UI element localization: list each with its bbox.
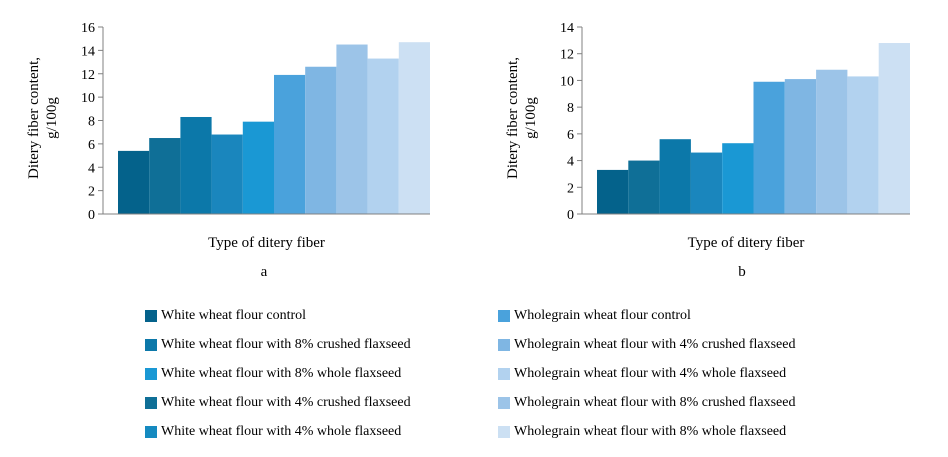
bar bbox=[398, 42, 430, 214]
legend-swatch bbox=[145, 339, 157, 351]
legend-label: Wholegrain wheat flour with 8% whole fla… bbox=[514, 424, 787, 439]
legend-label: Wholegrain wheat flour control bbox=[514, 308, 691, 323]
bar bbox=[118, 150, 150, 214]
legend-swatch bbox=[498, 310, 510, 322]
legend-item: White wheat flour control bbox=[145, 306, 306, 326]
y-tick-label: 12 bbox=[81, 68, 95, 83]
bar bbox=[211, 134, 243, 214]
legend-label: White wheat flour with 4% crushed flaxse… bbox=[161, 395, 411, 410]
y-tick-label: 14 bbox=[560, 21, 574, 36]
bar bbox=[784, 79, 817, 214]
x-axis-label: Type of ditery fiber bbox=[208, 235, 325, 251]
bar bbox=[180, 116, 212, 214]
y-tick-label: 8 bbox=[88, 115, 95, 130]
bar bbox=[274, 74, 306, 214]
legend-item: Wholegrain wheat flour with 8% crushed f… bbox=[498, 393, 795, 413]
legend-label: White wheat flour control bbox=[161, 308, 307, 323]
panel-label: a bbox=[261, 264, 268, 280]
bar bbox=[242, 121, 274, 214]
legend-label: Wholegrain wheat flour with 4% crushed f… bbox=[514, 337, 796, 352]
y-tick-label: 6 bbox=[567, 128, 574, 143]
y-tick-label: 4 bbox=[567, 155, 574, 170]
chart-a: 0 2 4 6 8 10 12 14 16 Ditery fiber content, g/100g… bbox=[26, 21, 430, 280]
y-tick-label: 10 bbox=[560, 74, 574, 89]
legend-label: White wheat flour with 8% whole flaxseed bbox=[161, 366, 402, 381]
y-tick-label: 2 bbox=[88, 185, 95, 200]
bar bbox=[878, 43, 910, 214]
y-tick-label: 0 bbox=[567, 208, 574, 223]
bar bbox=[722, 143, 754, 214]
legend-swatch bbox=[145, 310, 157, 322]
x-axis-label: Type of ditery fiber bbox=[688, 235, 805, 251]
bar bbox=[659, 139, 691, 214]
y-tick-label: 12 bbox=[560, 48, 574, 63]
legend-swatch bbox=[498, 397, 510, 409]
y-tick-label: 0 bbox=[88, 208, 95, 223]
bar bbox=[367, 58, 399, 215]
legend-item: White wheat flour with 8% whole flaxseed bbox=[145, 364, 401, 384]
legend-swatch bbox=[498, 339, 510, 351]
legend-item: Wholegrain wheat flour with 8% whole fla… bbox=[498, 422, 786, 442]
y-tick-label: 6 bbox=[88, 138, 95, 153]
panel-label: b bbox=[738, 264, 746, 280]
y-tick-label: 2 bbox=[567, 181, 574, 196]
legend-swatch bbox=[145, 426, 157, 438]
bar bbox=[336, 44, 368, 214]
bar bbox=[305, 66, 337, 215]
y-tick-label: 10 bbox=[81, 91, 95, 106]
legend-swatch bbox=[498, 426, 510, 438]
legend-swatch bbox=[145, 397, 157, 409]
chart-b: 0 2 4 6 8 10 12 14 Ditery fiber content, g/100g Ty… bbox=[505, 21, 910, 280]
bar bbox=[816, 69, 848, 215]
legend: White wheat flour control White wheat fl… bbox=[0, 300, 948, 457]
bar bbox=[690, 152, 723, 214]
bar bbox=[753, 81, 785, 214]
legend-item: Wholegrain wheat flour with 4% crushed f… bbox=[498, 335, 795, 355]
bar bbox=[149, 138, 181, 214]
legend-label: Wholegrain wheat flour with 8% crushed f… bbox=[514, 395, 796, 410]
y-axis-label: Ditery fiber content, g/100g bbox=[505, 57, 539, 179]
y-tick-label: 16 bbox=[81, 21, 95, 36]
bar bbox=[597, 169, 629, 214]
legend-item: White wheat flour with 4% whole flaxseed bbox=[145, 422, 401, 442]
y-tick-label: 8 bbox=[567, 101, 574, 116]
legend-item: Wholegrain wheat flour with 4% whole fla… bbox=[498, 364, 786, 384]
legend-item: White wheat flour with 8% crushed flaxse… bbox=[145, 335, 411, 355]
legend-label: White wheat flour with 8% crushed flaxse… bbox=[161, 337, 411, 352]
legend-item: Wholegrain wheat flour control bbox=[498, 306, 691, 326]
legend-swatch bbox=[145, 368, 157, 380]
legend-swatch bbox=[498, 368, 510, 380]
y-axis-label: Ditery fiber content, g/100g bbox=[26, 57, 60, 179]
bar bbox=[628, 160, 660, 214]
legend-item: White wheat flour with 4% crushed flaxse… bbox=[145, 393, 411, 413]
y-tick-label: 4 bbox=[88, 161, 95, 176]
y-tick-label: 14 bbox=[81, 44, 95, 59]
legend-label: White wheat flour with 4% whole flaxseed bbox=[161, 424, 402, 439]
bar bbox=[847, 76, 879, 214]
legend-label: Wholegrain wheat flour with 4% whole fla… bbox=[514, 366, 787, 381]
charts-canvas: 0 2 4 6 8 10 12 14 16 Ditery fiber content, g/100g… bbox=[26, 21, 910, 280]
